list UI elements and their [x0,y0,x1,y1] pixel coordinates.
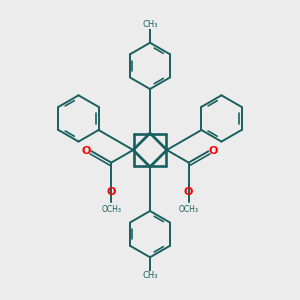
Text: O: O [82,146,91,156]
Text: OCH₃: OCH₃ [179,205,199,214]
Text: O: O [106,188,116,197]
Text: CH₃: CH₃ [142,20,158,29]
Text: O: O [209,146,218,156]
Text: OCH₃: OCH₃ [101,205,121,214]
Text: O: O [184,188,194,197]
Text: CH₃: CH₃ [142,271,158,280]
